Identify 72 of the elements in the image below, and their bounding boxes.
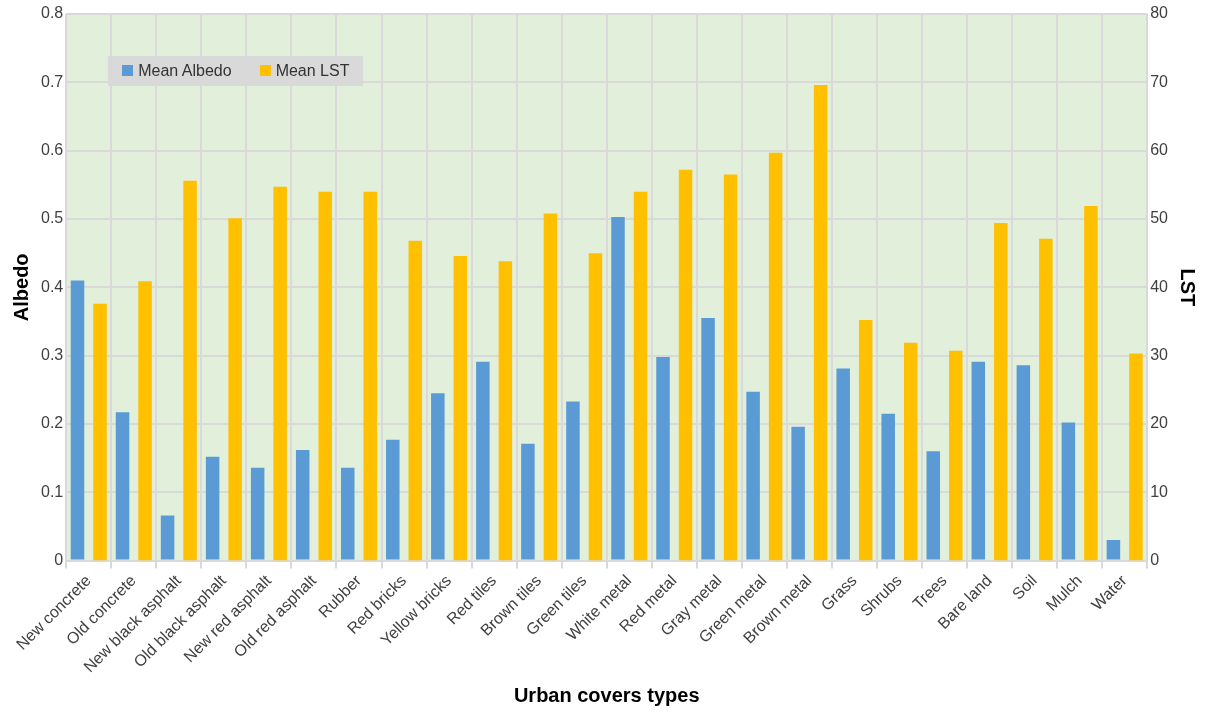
bar: [408, 240, 423, 561]
y2-tick-label: 10: [1150, 482, 1169, 500]
bar: [836, 368, 850, 560]
y2-axis-title: LST: [1177, 268, 1200, 307]
bar: [881, 413, 895, 560]
bar: [566, 401, 580, 560]
bar: [453, 255, 468, 561]
y2-tick-label: 50: [1150, 209, 1169, 227]
y-tick-label: 0.2: [40, 414, 64, 432]
y-tick-label: 0.3: [40, 346, 64, 364]
bar: [138, 281, 152, 561]
y-tick-label: 0.6: [40, 141, 64, 159]
x-tick-label: Soil: [1008, 571, 1040, 603]
bar: [926, 451, 941, 560]
bar: [498, 261, 513, 561]
y-tick-label: 0.5: [40, 209, 64, 227]
y-tick-label: 0.4: [40, 277, 64, 295]
bar: [476, 361, 490, 560]
bar: [1084, 206, 1098, 561]
bar: [70, 280, 85, 560]
bar: [228, 218, 242, 561]
bar: [903, 342, 918, 561]
bar: [1061, 422, 1076, 560]
y2-tick-label: 0: [1150, 551, 1160, 569]
bar: [588, 253, 603, 561]
bar: [115, 412, 130, 560]
bar: [656, 357, 670, 560]
bar: [160, 515, 175, 560]
bar: [971, 361, 986, 560]
bar: [205, 456, 220, 560]
bar: [813, 85, 828, 561]
bar: [701, 318, 715, 560]
bar: [768, 152, 783, 561]
bar: [1106, 540, 1121, 560]
bar: [183, 180, 197, 561]
bar: [1039, 238, 1053, 561]
y-tick-label: 0.1: [40, 482, 64, 500]
y-tick-label: 0.7: [40, 72, 64, 90]
y2-tick-label: 80: [1150, 4, 1169, 22]
bar: [791, 426, 805, 560]
bar: [949, 350, 963, 561]
y2-tick-label: 70: [1150, 72, 1169, 90]
y2-tick-label: 60: [1150, 141, 1169, 159]
bar: [93, 303, 107, 561]
x-axis-title: Urban covers types: [513, 683, 700, 706]
bar: [633, 191, 648, 561]
bar: [858, 320, 873, 561]
legend-label: Mean LST: [274, 62, 350, 80]
bar: [1129, 353, 1143, 561]
bar: [1016, 365, 1031, 560]
bar: [678, 169, 693, 561]
bar: [250, 467, 265, 560]
y2-tick-label: 40: [1150, 277, 1169, 295]
bar: [611, 216, 625, 560]
y2-tick-label: 30: [1150, 346, 1169, 364]
bar: [318, 191, 332, 561]
bar: [273, 186, 287, 561]
bar: [746, 391, 760, 560]
legend-label: Mean Albedo: [137, 62, 232, 80]
bar: [521, 443, 535, 560]
y-tick-label: 0: [54, 551, 64, 569]
y-axis-title: Albedo: [9, 253, 32, 322]
bar: [431, 393, 445, 560]
bar: [295, 449, 310, 560]
bar: [363, 191, 378, 561]
y-tick-label: 0.8: [40, 4, 64, 22]
bar: [543, 213, 558, 561]
y2-tick-label: 20: [1150, 414, 1169, 432]
bar: [340, 467, 355, 560]
bar: [994, 223, 1008, 561]
bar: [723, 174, 738, 561]
bar: [386, 439, 400, 560]
